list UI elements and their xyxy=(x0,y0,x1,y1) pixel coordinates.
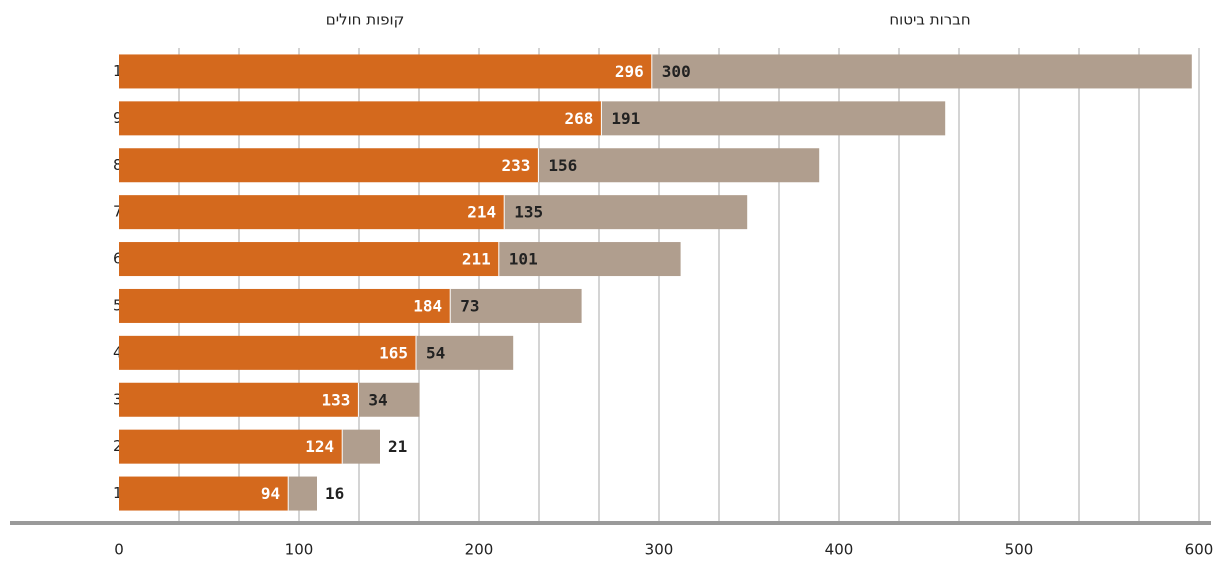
bar-segment xyxy=(651,54,1192,89)
value-label: 73 xyxy=(460,296,479,315)
bar-segment xyxy=(119,335,416,370)
bar-segment xyxy=(119,382,359,417)
value-label: 124 xyxy=(305,437,334,456)
bar-segment xyxy=(119,429,343,464)
x-tick-label: 500 xyxy=(1005,541,1034,559)
bar-segment xyxy=(504,195,748,230)
bar-segment xyxy=(119,476,289,511)
bar-segment xyxy=(358,382,420,417)
value-label: 54 xyxy=(426,343,445,362)
bar-segment xyxy=(119,288,451,323)
bar-segment xyxy=(416,335,514,370)
x-tick-label: 100 xyxy=(285,541,314,559)
bar-segment xyxy=(450,288,582,323)
bar-segment xyxy=(119,242,499,277)
x-tick-label: 0 xyxy=(114,541,124,559)
x-tick-label: 400 xyxy=(825,541,854,559)
legend-label: קופות חולים xyxy=(326,11,405,29)
x-tick-label: 300 xyxy=(645,541,674,559)
value-label: 34 xyxy=(368,390,387,409)
value-label: 21 xyxy=(388,437,407,456)
bar-segment xyxy=(119,195,505,230)
bar-segment xyxy=(288,476,317,511)
value-label: 268 xyxy=(564,109,593,128)
value-label: 296 xyxy=(615,62,644,81)
x-tick-label: 600 xyxy=(1185,541,1214,559)
value-label: 184 xyxy=(413,296,442,315)
value-label: 211 xyxy=(462,250,491,269)
bar-segment xyxy=(538,148,820,183)
value-label: 233 xyxy=(501,156,530,175)
value-label: 135 xyxy=(514,203,543,222)
bar-segment xyxy=(119,54,652,89)
bar-segment xyxy=(601,101,946,136)
value-label: 133 xyxy=(321,390,350,409)
bar-segment xyxy=(119,148,539,183)
x-tick-label: 200 xyxy=(465,541,494,559)
value-label: 94 xyxy=(261,484,280,503)
value-label: 214 xyxy=(467,203,496,222)
legend-label: חברות ביטוח xyxy=(889,11,970,29)
bar-segment xyxy=(342,429,380,464)
bar-segment xyxy=(119,101,602,136)
value-label: 300 xyxy=(662,62,691,81)
value-label: 191 xyxy=(611,109,640,128)
value-label: 16 xyxy=(325,484,344,503)
value-label: 101 xyxy=(509,250,538,269)
value-label: 165 xyxy=(379,343,408,362)
bar-segment xyxy=(498,242,681,277)
value-label: 156 xyxy=(548,156,577,175)
